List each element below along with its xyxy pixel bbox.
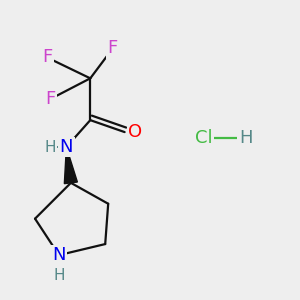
Polygon shape: [64, 147, 77, 184]
Text: F: F: [45, 90, 55, 108]
Text: F: F: [107, 40, 118, 58]
Text: O: O: [128, 123, 142, 141]
Text: H: H: [53, 268, 65, 283]
Text: Cl: Cl: [195, 129, 213, 147]
Text: H: H: [239, 129, 252, 147]
Text: N: N: [52, 246, 66, 264]
Text: H: H: [44, 140, 56, 154]
Text: F: F: [42, 48, 52, 66]
Text: N: N: [60, 138, 73, 156]
